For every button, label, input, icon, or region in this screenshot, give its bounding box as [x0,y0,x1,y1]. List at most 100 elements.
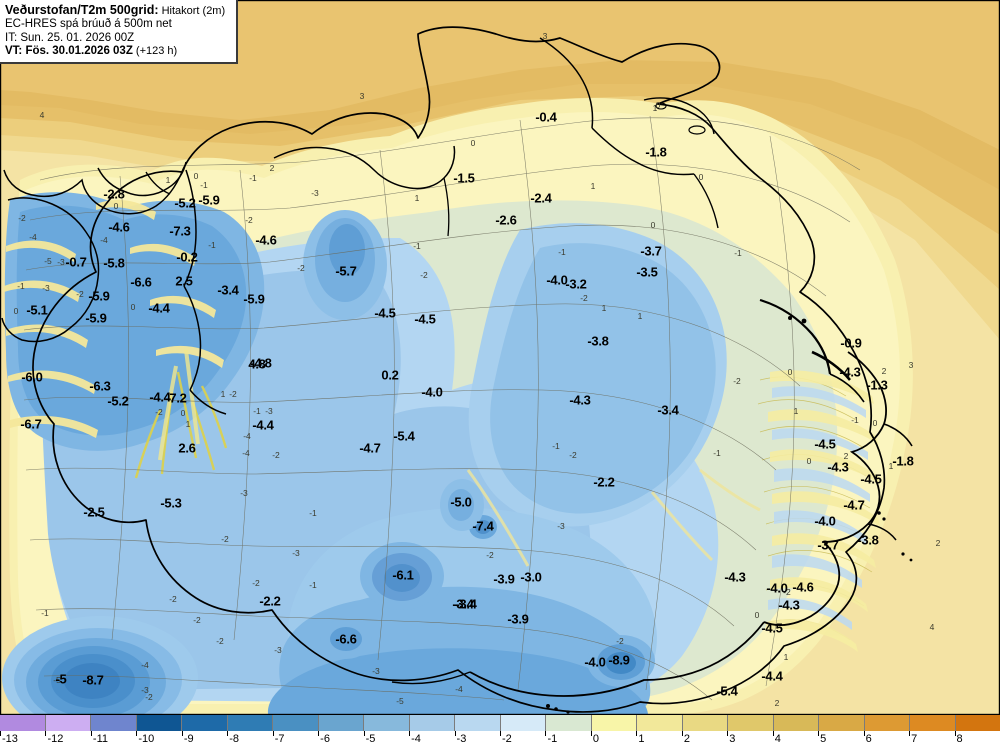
colorbar-tick-mark [863,731,865,736]
contour-label: -1 [17,281,25,291]
temperature-value-label: -6.6 [130,274,152,290]
colorbar-swatch[interactable] [637,715,683,731]
contour-label: -1 [200,180,208,190]
temperature-value-label: -4.0 [421,384,443,400]
colorbar-swatch[interactable] [182,715,228,731]
contour-label: -3 [42,283,50,293]
contour-label: -1 [309,508,317,518]
temperature-colorbar[interactable]: -13 -12 -11 -10 -9 -8 -7 -6 -5 -4 -3 -2 -1 0 1 2 3 4 5 6 7 8 [0,715,1000,748]
temperature-value-label: -4.8 [250,355,272,371]
contour-label: -1 [249,173,257,183]
colorbar-swatch[interactable] [409,715,455,731]
contour-label: 1 [652,103,658,113]
colorbar-swatch[interactable] [864,715,910,731]
temperature-value-label: -3.2 [565,276,587,292]
contour-label: -3 [141,685,149,695]
temperature-value-label: -5.7 [335,263,357,279]
colorbar-tick-value: -12 [47,733,64,745]
contour-label: -4 [141,660,149,670]
contour-label: -4 [100,235,108,245]
contour-label: 0 [698,172,704,182]
temperature-value-label: -7.4 [472,518,494,534]
contour-label: -2 [245,215,253,225]
colorbar-swatch[interactable] [910,715,956,731]
colorbar-swatch[interactable] [728,715,774,731]
contour-label: -2 [229,389,237,399]
temperature-value-label: -2.4 [530,190,552,206]
colorbar-swatch[interactable] [546,715,592,731]
colorbar-swatch[interactable] [455,715,501,731]
temperature-value-label: 2.5 [175,273,193,289]
contour-label: 0 [193,171,199,181]
temperature-value-label: -4.7 [843,497,865,513]
contour-label: -3 [240,488,248,498]
colorbar-swatches[interactable] [0,715,1000,731]
contour-label: -2 [221,534,229,544]
temperature-value-label: -5.9 [198,192,220,208]
colorbar-tick-value: 5 [820,733,827,745]
colorbar-tick-mark [818,731,820,736]
colorbar-swatch[interactable] [364,715,410,731]
contour-label: -2 [216,636,224,646]
colorbar-tick-mark [772,731,774,736]
temperature-value-label: -4.5 [414,311,436,327]
colorbar-tick-mark [318,731,320,736]
colorbar-swatch[interactable] [227,715,273,731]
colorbar-tick-value: 4 [774,733,781,745]
contour-label: 1 [165,175,171,185]
contour-label: 0 [113,201,119,211]
colorbar-swatch[interactable] [819,715,865,731]
colorbar-tick-value: -6 [320,733,330,745]
info-title-bold: Veðurstofan/T2m 500grid: [5,3,159,17]
contour-label: -2 [145,692,153,702]
contour-label: -3 [57,257,65,267]
temperature-value-label: -4.3 [778,597,800,613]
temperature-value-label: -5 [55,671,67,687]
contour-label: 4 [39,110,45,120]
colorbar-swatch[interactable] [318,715,364,731]
colorbar-swatch[interactable] [591,715,637,731]
info-title-line: Veðurstofan/T2m 500grid: Hitakort (2m) [5,3,231,18]
temperature-value-label: -3.8 [587,333,609,349]
colorbar-tick-value: 0 [592,733,600,745]
temperature-value-label: -3.4 [657,402,679,418]
contour-label: -1 [558,247,566,257]
colorbar-tick-value: -1 [547,733,558,745]
contour-label: -2 [272,450,280,460]
colorbar-tick-mark [545,731,547,736]
colorbar-swatch[interactable] [682,715,728,731]
colorbar-swatch[interactable] [91,715,137,731]
colorbar-tick-mark [909,731,911,736]
colorbar-swatch[interactable] [955,715,1000,731]
colorbar-swatch[interactable] [273,715,319,731]
info-valid-time-bold: VT: Fös. 30.01.2026 03Z [5,45,133,58]
contour-label: -4 [243,431,251,441]
contour-label: -4 [29,232,37,242]
temperature-value-label: -4.4 [761,668,783,684]
temperature-value-label: -6.0 [21,369,43,385]
colorbar-swatch[interactable] [773,715,819,731]
temperature-value-label: -2.2 [593,474,615,490]
contour-label: -2 [580,293,588,303]
temperature-value-label: -3.4 [455,596,477,612]
temperature-value-label: -7.2 [165,390,187,406]
colorbar-tick-mark [90,731,92,736]
temperature-value-label: 0.2 [381,367,399,383]
temperature-value-label: -4.4 [149,389,171,405]
temperature-value-label: -3.5 [636,264,658,280]
contour-label: 3 [908,360,914,370]
contour-label: 3 [359,91,365,101]
colorbar-tick-labels: -13 -12 -11 -10 -9 -8 -7 -6 -5 -4 -3 -2 -1 0 1 2 3 4 5 6 7 8 [0,731,1000,748]
contour-label: 0 [13,306,19,316]
colorbar-tick-mark [45,731,47,736]
colorbar-swatch[interactable] [136,715,182,731]
temperature-map[interactable]: 4 3 3 3 2 1 0 -1 0 -2 -4 -3 -5 -1 -3 0 -4 0 -2 -1 -2 -1 -3 -2 -1… [0,0,1000,715]
contour-label: -5 [53,675,61,685]
colorbar-swatch[interactable] [45,715,91,731]
colorbar-swatch[interactable] [0,715,46,731]
colorbar-swatch[interactable] [500,715,546,731]
contour-label: 0 [655,100,661,110]
temperature-value-label: -2.6 [495,212,517,228]
contour-label: -2 [783,587,791,597]
temperature-value-label: -5.1 [26,302,48,318]
